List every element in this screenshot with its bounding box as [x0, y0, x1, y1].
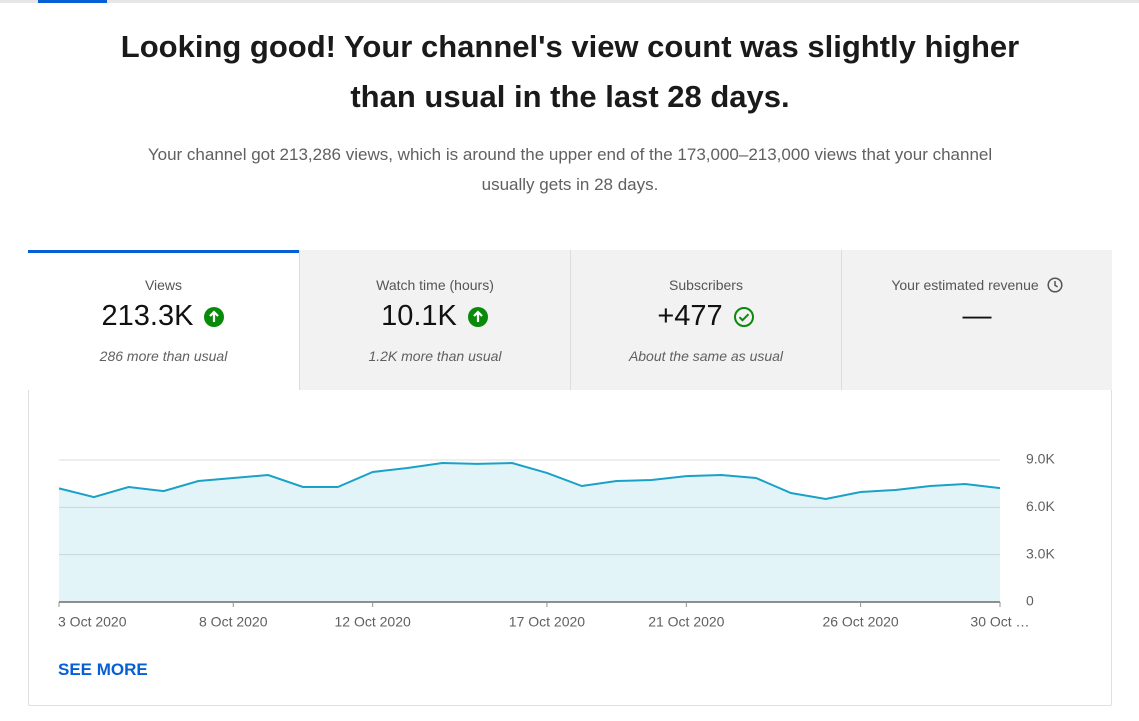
clock-icon	[1047, 277, 1063, 293]
y-tick-label: 3.0K	[1026, 545, 1055, 561]
see-more-link[interactable]: SEE MORE	[58, 660, 148, 679]
tab-label: Watch time (hours)	[376, 277, 494, 293]
tab-note: 1.2K more than usual	[368, 348, 502, 364]
up-icon	[467, 306, 488, 327]
check-icon	[733, 306, 754, 327]
summary: Your channel got 213,286 views, which is…	[147, 145, 993, 194]
tab-label: Views	[144, 277, 183, 293]
top-bar	[0, 0, 1139, 3]
tab[interactable]: Subscribers +477 About the same as usual	[570, 250, 841, 390]
x-tick-label: 8 Oct 2020	[199, 614, 268, 630]
tab-value-row: 10.1K	[300, 300, 570, 333]
x-tick-label: 17 Oct 2020	[509, 614, 585, 630]
tab-value-row: 213.3K	[28, 300, 299, 333]
tab-value: —	[962, 300, 992, 332]
tab[interactable]: Views 213.3K 286 more than usual	[28, 250, 299, 390]
x-tick-label: 3 Oct 2020	[58, 614, 127, 630]
tab-value: 10.1K	[381, 300, 457, 332]
line	[58, 461, 1001, 501]
tab-note: About the same as usual	[628, 348, 784, 364]
tab-label-row: Your estimated revenue	[842, 277, 1112, 293]
tab-value: 213.3K	[101, 300, 194, 332]
y-tick-label: 9.0K	[1026, 451, 1055, 467]
area-fill	[59, 463, 1000, 602]
tab-label: Your estimated revenue	[891, 277, 1039, 293]
x-tick-label: 30 Oct …	[970, 614, 1029, 630]
tab-value: +477	[657, 300, 723, 332]
tab-label: Subscribers	[669, 277, 743, 293]
x-tick-label: 26 Oct 2020	[822, 614, 898, 630]
tab[interactable]: Your estimated revenue —	[841, 250, 1112, 390]
active-indicator	[38, 0, 107, 3]
up-icon	[204, 306, 225, 327]
headline: Looking good! Your channel's view count …	[120, 29, 1020, 114]
y-tick-label: 0	[1026, 593, 1034, 609]
y-tick-label: 6.0K	[1026, 498, 1055, 514]
tab[interactable]: Watch time (hours) 10.1K 1.2K more than …	[299, 250, 570, 390]
tab-note: 286 more than usual	[99, 348, 228, 364]
x-tick-label: 12 Oct 2020	[335, 614, 411, 630]
tab-value-row: +477	[571, 300, 841, 333]
x-tick-label: 21 Oct 2020	[648, 614, 724, 630]
tab-value-row: —	[842, 300, 1112, 333]
